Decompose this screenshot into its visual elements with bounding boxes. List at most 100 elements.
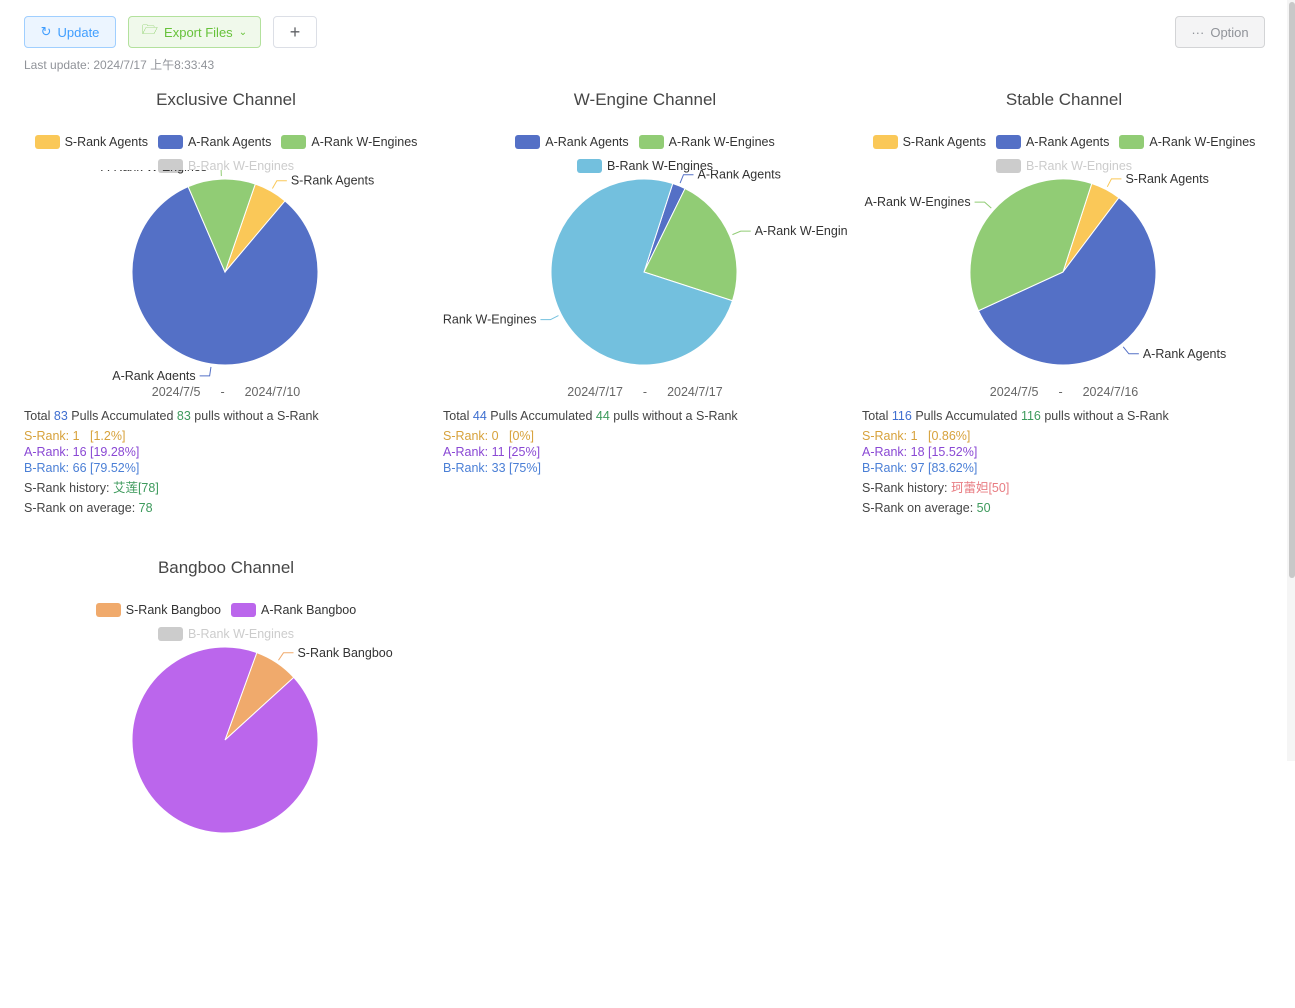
last-update-text: Last update: 2024/7/17 上午8:33:43 xyxy=(24,58,215,72)
slice-label: S-Rank Agents xyxy=(1125,172,1208,186)
slice-label: A-Rank Agents xyxy=(697,170,780,182)
chevron-down-icon: ⌄ xyxy=(238,26,248,38)
option-button[interactable]: ··· Option xyxy=(1175,16,1265,48)
ellipsis-icon: ··· xyxy=(1191,24,1205,40)
label-line xyxy=(732,230,751,236)
label-line xyxy=(278,652,294,661)
slice-label: B-Rank W-Engines xyxy=(443,313,536,327)
stats: Total 116 Pulls Accumulated 116 pulls wi… xyxy=(862,408,1169,516)
legend-item[interactable]: S-Rank Agents xyxy=(872,135,986,149)
legend-item[interactable]: A-Rank W-Engines xyxy=(281,135,417,149)
pie-slice[interactable] xyxy=(187,178,256,274)
legend-swatch xyxy=(95,603,121,617)
chart-legend: S-Rank Agents A-Rank Agents A-Rank W-Engin… xyxy=(24,130,428,178)
chart-title: Exclusive Channel xyxy=(156,90,296,109)
date-range: 2024/7/5-2024/7/16 xyxy=(989,385,1139,399)
label-line xyxy=(271,180,287,189)
b-rank-stat: B-Rank: 33 [75%] xyxy=(443,461,541,475)
legend-swatch xyxy=(995,159,1021,173)
legend-swatch xyxy=(281,135,307,149)
channel-panel: Stable Channel S-Rank Agents A-Rank Agents… xyxy=(862,90,1272,540)
pie-slice[interactable] xyxy=(550,178,734,366)
a-rank-stat: A-Rank: 11 [25%] xyxy=(443,445,541,459)
legend-item[interactable]: A-Rank W-Engines xyxy=(1119,135,1255,149)
chart-title: Stable Channel xyxy=(1005,90,1123,109)
legend-item[interactable]: B-Rank W-Engines xyxy=(157,627,294,641)
slice-label: A-Rank Agents xyxy=(1143,347,1226,361)
legend-swatch xyxy=(157,627,183,641)
legend-item[interactable]: A-Rank Agents xyxy=(157,135,271,149)
scrollbar-thumb[interactable] xyxy=(1289,2,1295,578)
stats: Total 83 Pulls Accumulated 83 pulls with… xyxy=(24,408,319,516)
legend-swatch xyxy=(34,135,60,149)
legend-swatch xyxy=(1119,135,1145,149)
a-rank-stat: A-Rank: 18 [15.52%] xyxy=(862,445,978,459)
slice-label: A-Rank W-Engines xyxy=(101,170,207,174)
legend-item[interactable]: B-Rank W-Engines xyxy=(995,159,1132,173)
s-rank-stat: S-Rank: 0 [0%] xyxy=(443,429,535,443)
pie-chart: S-Rank Bangboo xyxy=(131,646,393,834)
pie-slice[interactable] xyxy=(977,196,1157,366)
total-line: Total 83 Pulls Accumulated 83 pulls with… xyxy=(24,409,319,423)
pie-slice[interactable] xyxy=(969,178,1093,312)
label-line xyxy=(220,170,222,177)
s-rank-stat: S-Rank: 1 [1.2%] xyxy=(24,429,126,443)
update-button[interactable]: ↻ Update xyxy=(24,16,116,48)
legend-item[interactable]: A-Rank Agents xyxy=(515,135,629,149)
date-range: 2024/7/17-2024/7/17 xyxy=(567,385,723,399)
pie-slice[interactable] xyxy=(643,187,738,302)
s-rank-history: S-Rank history: 珂蕾妲[50] xyxy=(862,481,1010,495)
legend-swatch xyxy=(157,159,183,173)
legend-swatch xyxy=(515,135,541,149)
chart-legend: S-Rank Agents A-Rank Agents A-Rank W-Engin… xyxy=(862,130,1266,178)
a-rank-stat: A-Rank: 16 [19.28%] xyxy=(24,445,140,459)
chart-title: W-Engine Channel xyxy=(573,90,717,109)
stats: Total 44 Pulls Accumulated 44 pulls with… xyxy=(443,408,738,476)
label-line xyxy=(679,174,694,184)
b-rank-stat: B-Rank: 97 [83.62%] xyxy=(862,461,978,475)
total-line: Total 44 Pulls Accumulated 44 pulls with… xyxy=(443,409,738,423)
b-rank-stat: B-Rank: 66 [79.52%] xyxy=(24,461,140,475)
pie-chart: S-Rank Agents A-Rank Agents A-Rank W-Engin… xyxy=(865,172,1226,366)
legend-item[interactable]: A-Rank Bangboo xyxy=(231,603,356,617)
s-rank-average: S-Rank on average: 50 xyxy=(862,501,991,515)
slice-label: A-Rank Agents xyxy=(112,369,195,380)
legend-item[interactable]: A-Rank Agents xyxy=(995,135,1109,149)
s-rank-average: S-Rank on average: 78 xyxy=(24,501,153,515)
slice-label: A-Rank W-Engines xyxy=(865,195,971,209)
pie-chart: A-Rank Agents A-Rank W-Engines B-Rank W-En… xyxy=(443,170,847,366)
legend-item[interactable]: A-Rank W-Engines xyxy=(638,135,775,149)
export-files-button[interactable]: 🗁 Export Files ⌄ xyxy=(128,16,261,48)
label-line xyxy=(540,315,559,321)
label-line xyxy=(199,366,212,377)
s-rank-stat: S-Rank: 1 [0.86%] xyxy=(862,429,971,443)
add-button[interactable]: + xyxy=(273,16,317,48)
legend-swatch xyxy=(995,135,1021,149)
chart-legend: S-Rank Bangboo A-Rank Bangboo B-Rank W-Eng… xyxy=(24,598,428,646)
chart-title: Bangboo Channel xyxy=(157,558,295,577)
channel-panel: W-Engine Channel A-Rank Agents A-Rank W-En… xyxy=(443,90,853,540)
legend-item[interactable]: S-Rank Bangboo xyxy=(95,603,221,617)
pie-chart: S-Rank Agents A-Rank Agents A-Rank W-Engin… xyxy=(101,170,374,380)
legend-swatch xyxy=(576,159,602,173)
slice-label: S-Rank Agents xyxy=(291,174,374,188)
legend-swatch xyxy=(157,135,183,149)
channel-panel: Bangboo Channel S-Rank Bangboo A-Rank Bang… xyxy=(24,558,434,1008)
slice-label: A-Rank W-Engines xyxy=(755,224,847,238)
refresh-icon: ↻ xyxy=(40,24,52,39)
channel-panel: Exclusive Channel S-Rank Agents A-Rank Age… xyxy=(24,90,434,540)
pie-slice[interactable] xyxy=(131,185,319,366)
folder-open-icon: 🗁 xyxy=(141,22,159,37)
legend-swatch xyxy=(638,135,664,149)
legend-item[interactable]: S-Rank Agents xyxy=(34,135,148,149)
legend-swatch xyxy=(872,135,898,149)
slice-label: S-Rank Bangboo xyxy=(297,646,392,660)
legend-item[interactable]: B-Rank W-Engines xyxy=(576,159,713,173)
label-line xyxy=(974,201,992,209)
legend-swatch xyxy=(231,603,256,617)
legend-item[interactable]: B-Rank W-Engines xyxy=(157,159,294,173)
date-range: 2024/7/5-2024/7/10 xyxy=(151,385,301,399)
chart-legend: A-Rank Agents A-Rank W-Engines B-Rank W-En… xyxy=(443,130,847,178)
total-line: Total 116 Pulls Accumulated 116 pulls wi… xyxy=(862,409,1169,423)
s-rank-history: S-Rank history: 艾莲[78] xyxy=(24,481,159,495)
